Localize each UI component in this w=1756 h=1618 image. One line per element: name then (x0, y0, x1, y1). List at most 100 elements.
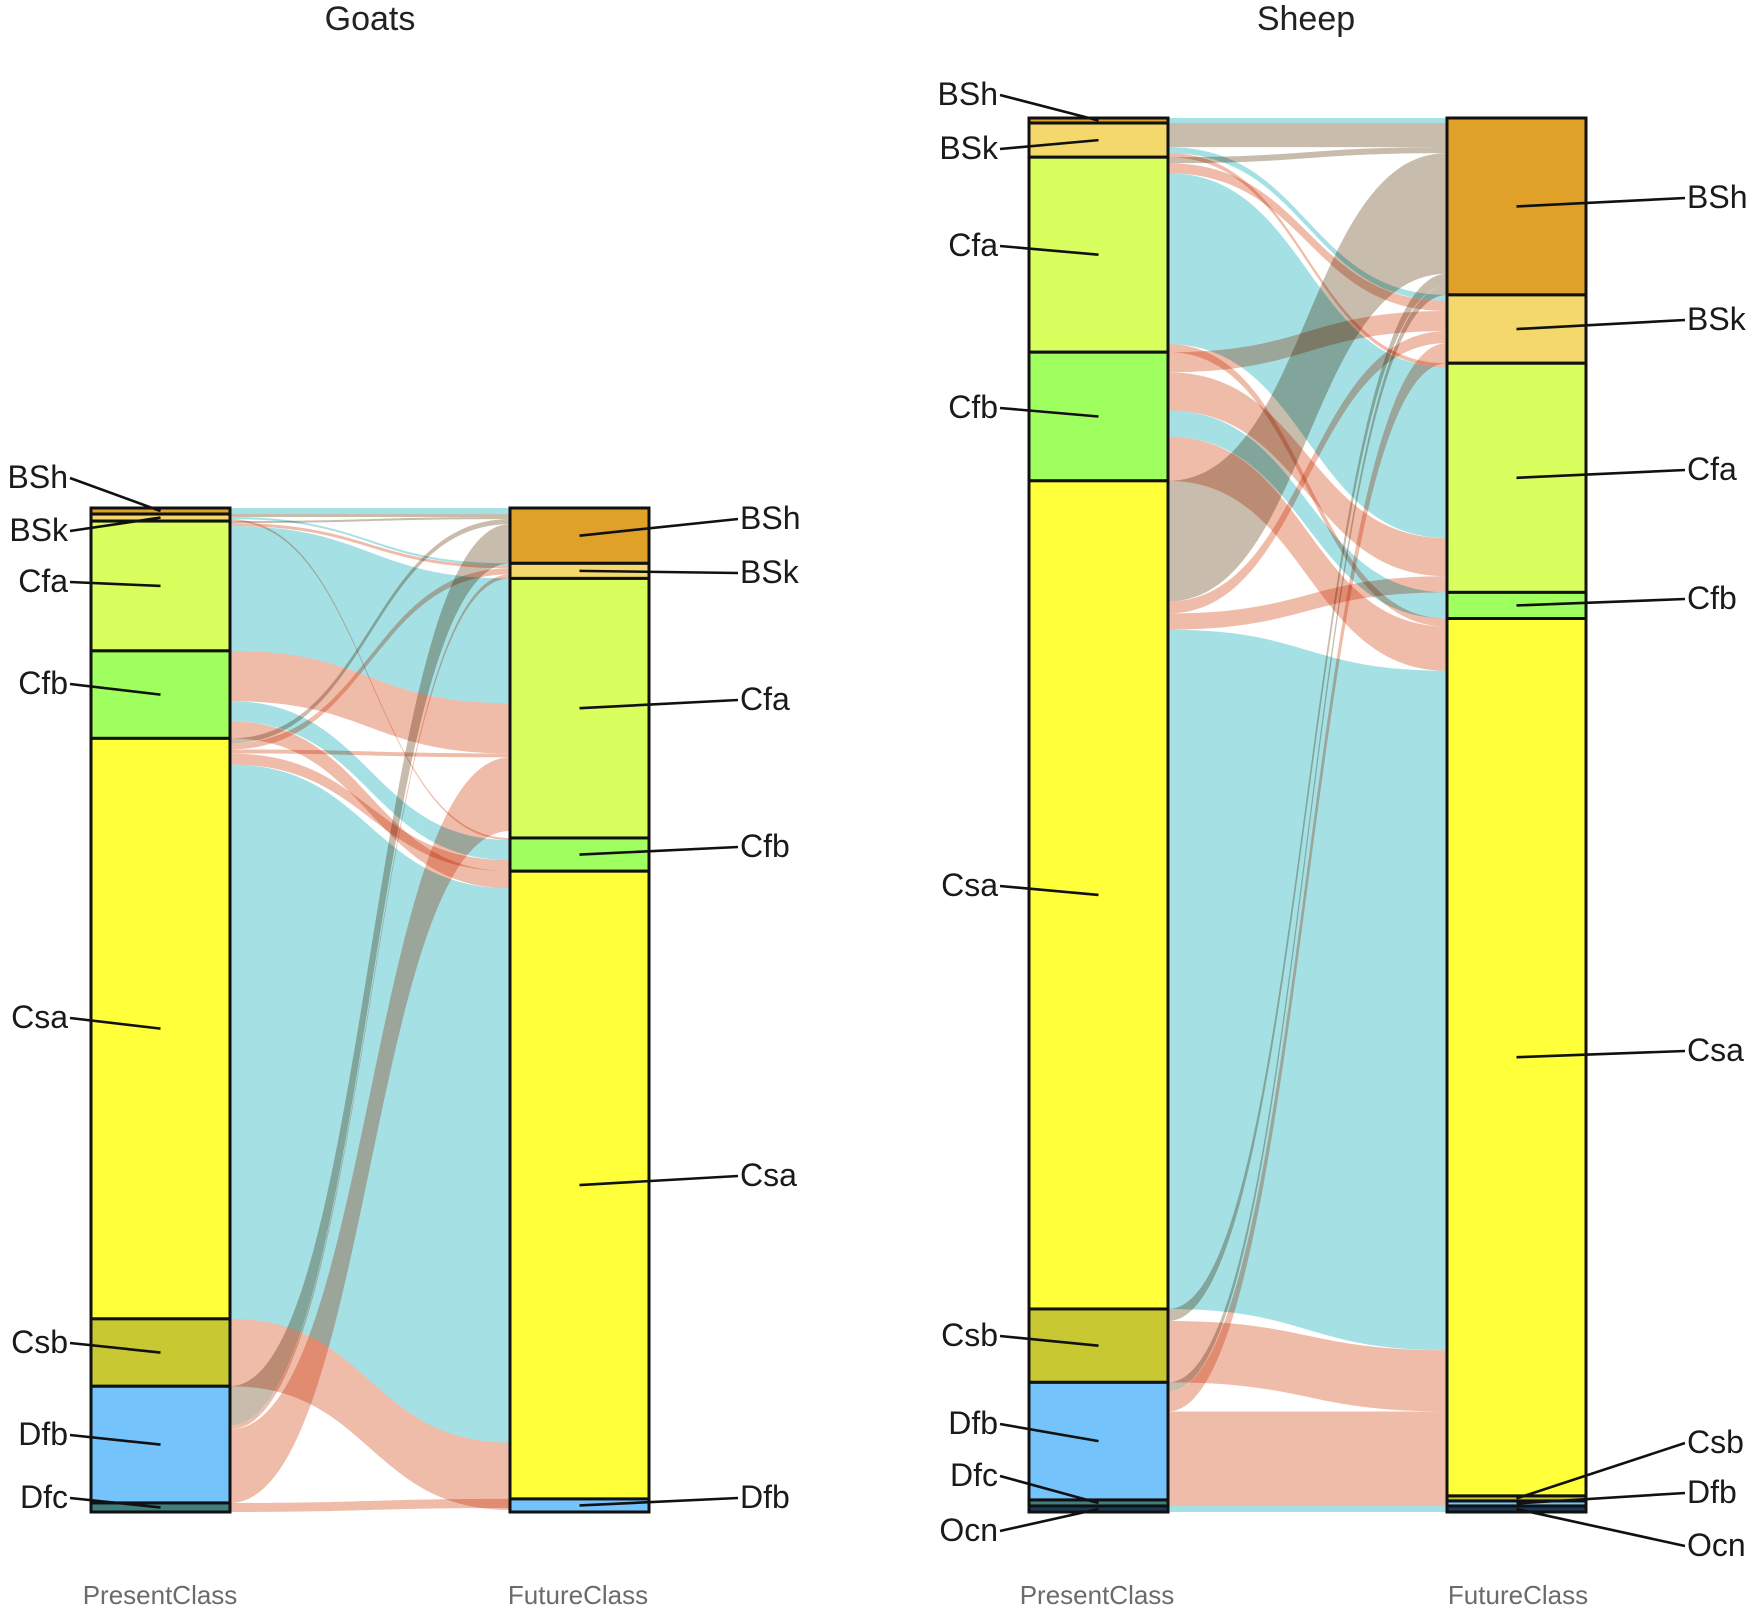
present-label-csa: Csa (11, 999, 68, 1035)
flow-bsh-to-bsh (1168, 118, 1447, 124)
present-label-cfa: Cfa (948, 227, 998, 263)
future-label-dfb: Dfb (1687, 1474, 1737, 1510)
present-label-dfb: Dfb (18, 1416, 68, 1452)
flow-cfa-to-bsk (1168, 163, 1447, 311)
present-segment-dfb (89, 1384, 232, 1505)
goats-future-bar (508, 506, 651, 1514)
present-label-bsh: BSh (938, 76, 998, 112)
future-leader-cfb (579, 845, 739, 856)
goats-labels: BSh BSk Cfa Cfb Csa Csb Dfb Dfc BSh BSk Cfa Cfb Csa D… (8, 459, 801, 1515)
future-label-bsk: BSk (1687, 301, 1747, 337)
future-label-csa: Csa (740, 1157, 797, 1193)
flow-dfc-to-dfb (230, 1498, 510, 1512)
flow-cfa-to-bsk (230, 523, 510, 569)
future-leader-csb (1516, 1441, 1686, 1500)
present-leader-csb (999, 1334, 1099, 1347)
flow-bsk-to-bsh (230, 514, 510, 518)
present-leader-cfb (999, 406, 1099, 418)
flow-ocn-to-ocn (1168, 1505, 1447, 1512)
flow-dfb-to-cfa (230, 757, 510, 1503)
present-leader-bsk (69, 516, 161, 533)
sheep-flows (1168, 118, 1447, 1512)
present-leader-dfb (69, 1433, 161, 1446)
future-label-bsh: BSh (740, 500, 800, 536)
present-leader-csa (69, 1016, 161, 1030)
future-label-bsh: BSh (1687, 179, 1747, 215)
present-label-cfb: Cfb (948, 389, 998, 425)
present-leader-bsh (999, 93, 1099, 122)
future-leader-dfb (579, 1496, 739, 1507)
future-label-csb: Csb (1687, 1424, 1744, 1460)
present-label-csb: Csb (941, 1317, 998, 1353)
present-leader-bsk (999, 138, 1099, 151)
flow-cfa-to-bsh (230, 517, 510, 524)
future-leader-bsh (579, 517, 739, 537)
flow-dfb-to-bsh (1168, 285, 1447, 1392)
present-label-csa: Csa (941, 867, 998, 903)
future-leader-cfa (1516, 468, 1686, 480)
sheep-present-bar (1027, 116, 1170, 1514)
sheep-labels: BSh BSk Cfa Cfb Csa Csb Dfb Dfc Ocn BSh BSk Cfa Cfb C… (938, 76, 1748, 1563)
present-segment-dfb (1027, 1380, 1170, 1502)
present-label-bsk: BSk (9, 512, 69, 548)
flow-bsk-to-bsk (230, 517, 510, 566)
present-label-cfa: Cfa (18, 563, 68, 599)
present-leader-csa (999, 884, 1099, 897)
sheep-future-bar (1445, 116, 1588, 1514)
present-label-dfc: Dfc (20, 1479, 68, 1515)
future-label-bsk: BSk (740, 554, 800, 590)
flow-dfb-to-csb (1168, 1495, 1447, 1500)
future-leader-dfb (1516, 1491, 1686, 1505)
future-label-csa: Csa (1687, 1032, 1744, 1068)
present-label-dfc: Dfc (950, 1457, 998, 1493)
flow-csa-to-bsk (1168, 331, 1447, 614)
present-leader-dfb (999, 1422, 1099, 1443)
flow-cfa-to-bsh (1168, 147, 1447, 164)
present-label-bsh: BSh (8, 459, 68, 495)
flow-csa-to-cfa (230, 749, 510, 758)
future-leader-csa (1516, 1049, 1686, 1059)
future-leader-cfa (579, 698, 739, 710)
flow-bsk-to-bsk (1168, 147, 1447, 301)
flow-csa-to-bsh (1168, 153, 1447, 602)
sheep-alluvial-panel: BSh BSk Cfa Cfb Csa Csb Dfb Dfc Ocn BSh BSk Cfa Cfb C… (938, 76, 1748, 1563)
flow-bsk-to-cfa (1168, 153, 1447, 368)
present-leader-bsh (69, 476, 161, 513)
future-leader-csa (579, 1174, 739, 1187)
flow-cfa-to-cfa (230, 526, 510, 704)
flow-csa-to-cfa (1168, 576, 1447, 630)
future-bar-frame (1445, 116, 1588, 1514)
present-label-ocn: Ocn (939, 1512, 998, 1548)
flow-cfb-to-cfb (1168, 410, 1447, 619)
flow-cfb-to-cfa (230, 650, 510, 754)
future-leader-bsk (579, 569, 739, 575)
present-leader-cfa (999, 244, 1099, 256)
present-leader-csb (69, 1341, 161, 1354)
present-leader-ocn (999, 1507, 1099, 1533)
sheep-future-axis-label: FutureClass (1448, 1580, 1588, 1610)
goats-present-axis-label: PresentClass (83, 1580, 238, 1610)
present-label-dfb: Dfb (948, 1405, 998, 1441)
present-leader-dfc (999, 1474, 1099, 1505)
goats-future-axis-label: FutureClass (508, 1580, 648, 1610)
present-bar-frame (1027, 116, 1170, 1514)
flow-bsh-to-bsh (230, 508, 510, 515)
future-leader-bsk (1516, 318, 1686, 331)
goats-flows (230, 508, 510, 1512)
future-leader-bsh (1516, 196, 1686, 208)
future-label-dfb: Dfb (740, 1479, 790, 1515)
present-label-csb: Csb (11, 1324, 68, 1360)
flow-csa-to-bsk (230, 568, 510, 750)
future-label-ocn: Ocn (1687, 1527, 1746, 1563)
sheep-panel-title: Sheep (1257, 0, 1355, 38)
future-label-cfa: Cfa (1687, 451, 1737, 487)
future-leader-ocn (1516, 1507, 1686, 1548)
present-bar-frame (89, 506, 232, 1514)
flow-dfb-to-csa (1168, 1411, 1447, 1496)
present-label-cfb: Cfb (18, 665, 68, 701)
future-segment-cfa (1445, 361, 1588, 594)
flow-cfb-to-csa (230, 721, 510, 889)
future-leader-cfb (1516, 597, 1686, 607)
future-label-cfb: Cfb (1687, 580, 1737, 616)
